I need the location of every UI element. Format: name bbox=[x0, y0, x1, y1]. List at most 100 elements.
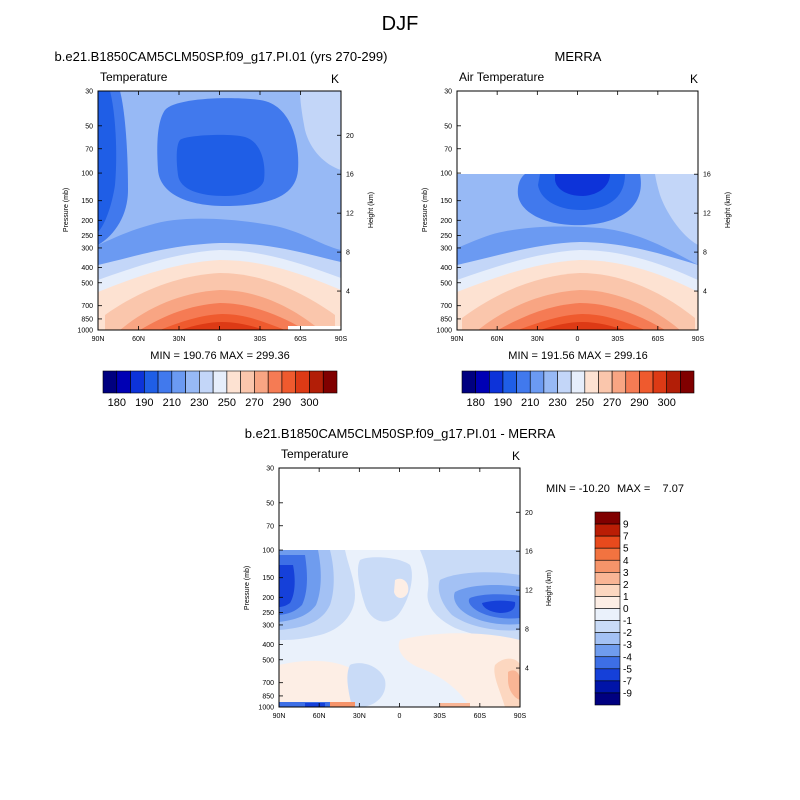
colorbar-swatch bbox=[594, 511, 621, 525]
x-tick-label: 60N bbox=[491, 336, 504, 343]
height-tick-label: 8 bbox=[525, 627, 529, 634]
x-tick-label: 60S bbox=[474, 713, 487, 720]
colorbar-swatch bbox=[102, 370, 118, 394]
panel-diff-ylabel: Pressure (mb) bbox=[244, 566, 251, 610]
colorbar-swatch bbox=[594, 644, 621, 658]
colorbar-swatch bbox=[130, 370, 145, 394]
panel-diff-xaxis: 90N 60N 30N 0 30S 60S 90S bbox=[273, 468, 527, 720]
y-tick-label: 150 bbox=[440, 198, 452, 205]
colorbar-swatch bbox=[475, 370, 490, 394]
colorbar-label: 300 bbox=[658, 397, 676, 409]
panel-diff-units: K bbox=[512, 449, 520, 463]
y-tick-label: 200 bbox=[262, 595, 274, 602]
colorbar-swatch bbox=[639, 370, 654, 394]
panel-merra-subtitle-left: Air Temperature bbox=[459, 70, 544, 84]
contour-band-295 bbox=[540, 322, 625, 330]
anomaly-left-neg7 bbox=[279, 565, 295, 607]
colorbar-swatch bbox=[594, 620, 621, 633]
panel-diff-ylabel-right: Height (km) bbox=[546, 570, 553, 606]
colorbar-label: 270 bbox=[603, 397, 621, 409]
colorbar-swatch bbox=[594, 584, 621, 597]
colorbar-label: 190 bbox=[494, 397, 512, 409]
y-tick-label: 1000 bbox=[258, 705, 274, 712]
colorbar-swatch bbox=[594, 680, 621, 694]
panel-diff-height-axis: 20 16 12 8 4 bbox=[516, 510, 533, 673]
figure-title: DJF bbox=[382, 13, 419, 35]
colorbar-label: 7 bbox=[623, 532, 629, 543]
y-tick-label: 300 bbox=[262, 622, 274, 629]
colorbar-swatch bbox=[594, 656, 621, 670]
colorbar-swatch bbox=[212, 370, 228, 394]
colorbar-swatch bbox=[171, 370, 186, 394]
y-tick-label: 100 bbox=[262, 548, 274, 555]
panel-merra-yaxis: 30 50 70 100 150 200 250 300 400 500 700 850 1000 bbox=[436, 89, 461, 335]
panel-merra-ylabel-right: Height (km) bbox=[725, 192, 732, 228]
y-tick-label: 100 bbox=[81, 171, 93, 178]
colorbar-swatch bbox=[143, 370, 159, 394]
y-tick-label: 400 bbox=[81, 265, 93, 272]
height-tick-label: 12 bbox=[346, 211, 354, 218]
colorbar-label: 0 bbox=[623, 604, 629, 615]
anomaly-lower-center-neg bbox=[347, 663, 386, 707]
x-tick-label: 30S bbox=[611, 336, 624, 343]
y-tick-label: 250 bbox=[262, 610, 274, 617]
x-tick-label: 60N bbox=[313, 713, 326, 720]
y-tick-label: 850 bbox=[440, 316, 452, 323]
colorbar-swatch bbox=[666, 370, 681, 394]
colorbar-label: 190 bbox=[135, 397, 153, 409]
panel-model-xaxis: 90N 60N 30N 0 30S 60S 90S bbox=[92, 91, 348, 343]
colorbar-swatch bbox=[116, 370, 131, 394]
colorbar-label: 180 bbox=[108, 397, 126, 409]
x-tick-label: 0 bbox=[576, 336, 580, 343]
height-tick-label: 16 bbox=[346, 172, 354, 179]
colorbar-swatch bbox=[594, 535, 621, 549]
colorbar-swatch bbox=[652, 370, 668, 394]
panel-merra-xaxis: 90N 60N 30N 0 30S 60S 90S bbox=[451, 91, 705, 343]
x-tick-label: 0 bbox=[398, 713, 402, 720]
panel-merra: MERRA Air Temperature K Pressure (mb) He… bbox=[422, 49, 732, 409]
colorbar-swatch bbox=[625, 370, 640, 394]
anomaly-center-pos bbox=[394, 578, 409, 598]
colorbar-swatch bbox=[309, 370, 324, 394]
colorbar-swatch bbox=[594, 572, 621, 585]
colorbar-label: 1 bbox=[623, 592, 629, 603]
panel-model-ylabel: Pressure (mb) bbox=[63, 188, 70, 232]
x-tick-label: 90N bbox=[451, 336, 464, 343]
height-tick-label: 8 bbox=[346, 250, 350, 257]
y-tick-label: 850 bbox=[81, 316, 93, 323]
y-tick-label: 1000 bbox=[436, 328, 452, 335]
colorbar-label: 230 bbox=[548, 397, 566, 409]
x-tick-label: 30N bbox=[173, 336, 186, 343]
height-tick-label: 4 bbox=[703, 289, 707, 296]
panel-diff-stats-min: MIN = -10.20 bbox=[546, 483, 610, 495]
colorbar-swatch bbox=[594, 632, 621, 645]
colorbar-label: -7 bbox=[623, 676, 632, 687]
y-tick-label: 150 bbox=[81, 198, 93, 205]
y-tick-label: 200 bbox=[440, 218, 452, 225]
panel-model-stats: MIN = 190.76 MAX = 299.36 bbox=[150, 350, 289, 362]
colorbar-swatch bbox=[680, 370, 695, 394]
panel-model-colorbar: 180 190 210 230 250 270 290 300 bbox=[102, 370, 338, 409]
contour-band-295 bbox=[180, 322, 265, 330]
anomaly-surface-neg7 bbox=[305, 703, 325, 707]
x-tick-label: 90S bbox=[335, 336, 348, 343]
height-tick-label: 16 bbox=[525, 549, 533, 556]
colorbar-label: 250 bbox=[576, 397, 594, 409]
panel-merra-title: MERRA bbox=[555, 49, 602, 64]
panel-model: b.e21.B1850CAM5CLM50SP.f09_g17.PI.01 (yr… bbox=[55, 49, 388, 409]
anomaly-lower-pos2 bbox=[398, 633, 520, 707]
contour-band-right-high bbox=[655, 174, 698, 245]
anomaly-surface-pos-right bbox=[440, 703, 470, 707]
colorbar-label: 2 bbox=[623, 580, 629, 591]
colorbar-label: 5 bbox=[623, 544, 629, 555]
x-tick-label: 60S bbox=[294, 336, 307, 343]
colorbar-swatch bbox=[322, 370, 338, 394]
x-tick-label: 30N bbox=[353, 713, 366, 720]
colorbar-swatch bbox=[594, 596, 621, 609]
colorbar-label: -4 bbox=[623, 652, 632, 663]
y-tick-label: 500 bbox=[440, 280, 452, 287]
colorbar-label: 300 bbox=[300, 397, 318, 409]
colorbar-label: 270 bbox=[245, 397, 263, 409]
y-tick-label: 300 bbox=[81, 245, 93, 252]
